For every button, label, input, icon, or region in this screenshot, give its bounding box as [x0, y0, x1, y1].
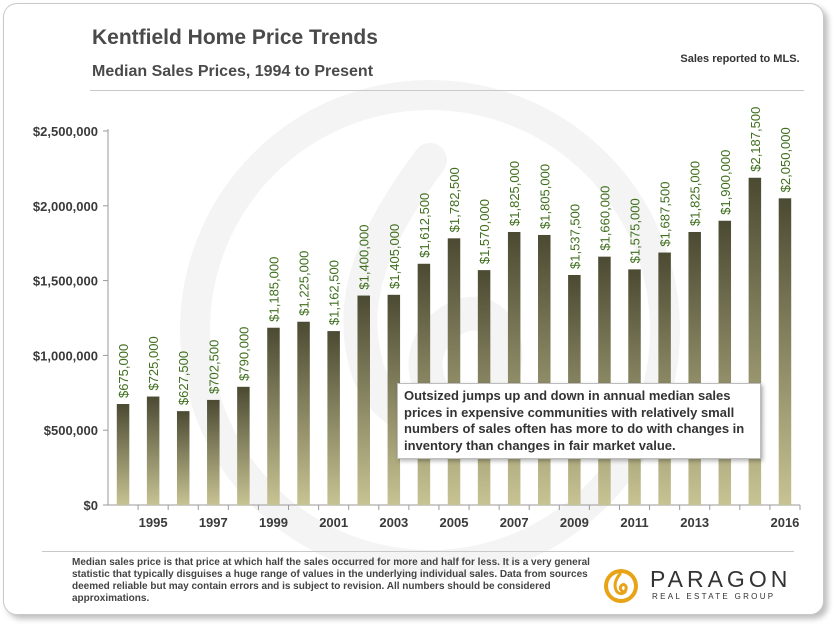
- data-label: $790,000: [236, 327, 251, 381]
- paragon-logo-icon: [604, 569, 638, 603]
- bar-1996: [176, 411, 190, 505]
- bar-2012: [658, 252, 671, 505]
- bar-1999: [267, 327, 280, 505]
- y-tick-label: $0: [84, 498, 98, 513]
- data-label: $627,500: [176, 351, 191, 405]
- data-label: $725,000: [146, 336, 161, 390]
- y-tick-label: $2,000,000: [33, 199, 98, 214]
- source-note: Sales reported to MLS.: [680, 53, 800, 65]
- data-label: $1,570,000: [477, 199, 492, 264]
- data-label: $1,185,000: [266, 257, 281, 322]
- chart-title: Kentfield Home Price Trends: [92, 26, 378, 49]
- bar-1995: [146, 396, 160, 505]
- bar-2014: [718, 220, 732, 505]
- logo-tagline: REAL ESTATE GROUP: [652, 592, 776, 601]
- x-tick-label: 2001: [319, 515, 348, 530]
- data-label: $702,500: [206, 340, 221, 394]
- bar-2000: [297, 321, 310, 505]
- y-axis: $0 $500,000 $1,000,000 $1,500,000 $2,000,000…: [33, 124, 109, 513]
- bar-1998: [237, 386, 250, 505]
- data-label: $1,687,500: [658, 181, 673, 246]
- x-tick-label: 1995: [139, 515, 168, 530]
- data-label: $1,225,000: [297, 251, 312, 316]
- bar-2001: [327, 331, 340, 505]
- data-label: $1,660,000: [597, 186, 612, 251]
- bar-series: [116, 177, 792, 506]
- x-tick-label: 2005: [440, 515, 469, 530]
- bar-2005: [447, 238, 461, 505]
- bar-2003: [387, 294, 401, 505]
- footer-divider: [42, 551, 794, 552]
- chart-subtitle: Median Sales Prices, 1994 to Present: [92, 63, 374, 80]
- x-tick-label: 1997: [199, 515, 228, 530]
- bar-1994: [116, 404, 130, 505]
- slide-frame: [3, 3, 824, 615]
- x-tick-label: 2007: [500, 515, 529, 530]
- data-label: $1,805,000: [537, 164, 552, 229]
- data-label: $1,405,000: [387, 224, 402, 289]
- y-tick-label: $500,000: [44, 423, 98, 438]
- title-divider: [90, 90, 804, 91]
- x-tick-label: 2003: [379, 515, 408, 530]
- bar-2002: [357, 295, 370, 505]
- x-tick-label: 2016: [770, 515, 799, 530]
- data-label: $2,187,500: [748, 107, 763, 172]
- bar-2010: [598, 256, 611, 505]
- x-tick-label: 2013: [680, 515, 709, 530]
- bar-1997: [207, 399, 220, 505]
- data-label: $1,825,000: [688, 161, 703, 226]
- footer-disclaimer: Median sales price is that price at whic…: [72, 557, 590, 604]
- y-tick-label: $1,500,000: [33, 274, 98, 289]
- data-label: $1,612,500: [417, 193, 432, 258]
- data-label: $1,782,500: [447, 167, 462, 232]
- bar-2007: [507, 231, 521, 506]
- data-label: $1,900,000: [718, 150, 733, 215]
- data-labels: $675,000 $725,000 $627,500 $702,500 $790,000…: [116, 107, 793, 405]
- callout-box: Outsized jumps up and down in annual med…: [397, 383, 761, 459]
- x-axis: 1995 1997 1999 2001 2003 2005 2007 2009 2011 2013…: [108, 504, 801, 530]
- data-label: $1,575,000: [628, 198, 643, 263]
- x-tick-label: 1999: [259, 515, 288, 530]
- data-label: $1,400,000: [357, 224, 372, 289]
- bar-2016: [778, 198, 792, 505]
- x-tick-label: 2011: [620, 515, 648, 530]
- y-tick-label: $2,500,000: [33, 124, 98, 139]
- data-label: $675,000: [116, 344, 131, 398]
- data-label: $1,825,000: [507, 161, 522, 226]
- x-tick-label: 2009: [560, 515, 589, 530]
- y-tick-label: $1,000,000: [33, 348, 98, 363]
- logo-wordmark: PARAGON: [650, 566, 792, 592]
- data-label: $2,050,000: [778, 127, 793, 192]
- bar-2013: [688, 231, 701, 506]
- bar-2008: [538, 234, 551, 506]
- data-label: $1,537,500: [567, 204, 582, 269]
- data-label: $1,162,500: [327, 260, 342, 325]
